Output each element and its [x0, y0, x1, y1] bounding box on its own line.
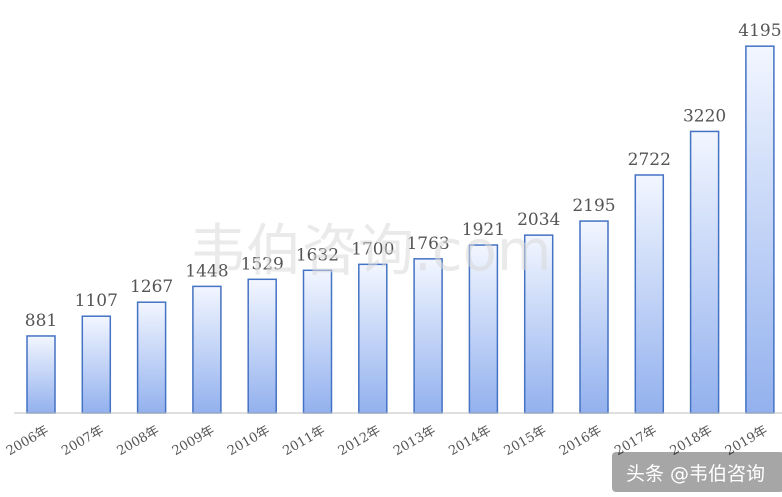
bar-2007年 [81, 315, 112, 414]
value-label: 881 [25, 311, 57, 331]
value-label: 1529 [241, 254, 284, 274]
bar-2011年 [302, 269, 333, 414]
x-tick-label: 2015年 [502, 423, 549, 459]
value-label: 1700 [351, 239, 394, 259]
value-label: 1921 [462, 220, 505, 240]
x-tick-label: 2010年 [225, 423, 272, 459]
x-tick-label: 2011年 [280, 423, 327, 459]
x-tick-label: 2016年 [557, 423, 604, 459]
bar-2008年 [136, 301, 167, 414]
x-tick-label: 2006年 [4, 423, 51, 459]
bar-2015年 [523, 234, 554, 414]
bar-2009年 [192, 285, 222, 414]
x-tick-label: 2013年 [391, 423, 438, 459]
x-tick-label: 2014年 [446, 423, 493, 459]
bar-2006年 [26, 335, 56, 414]
value-label: 2722 [628, 150, 671, 170]
badge-text: 头条 @韦伯咨询 [626, 463, 765, 485]
bar-2017年 [634, 174, 665, 414]
value-label: 1448 [185, 261, 228, 281]
bar-2010年 [247, 278, 277, 414]
bars-group [26, 45, 775, 414]
bar-2013年 [413, 258, 443, 414]
x-tick-label: 2012年 [336, 423, 383, 459]
x-tick-label: 2008年 [115, 423, 162, 459]
value-label: 1107 [75, 291, 118, 311]
value-label: 2195 [572, 196, 615, 216]
value-labels-group: 881 1107 1267 1448 1529 1632 1700 1763 1921 2034 2… [25, 21, 782, 331]
value-label: 3220 [683, 106, 726, 126]
value-label: 1632 [296, 245, 339, 265]
bar-2016年 [579, 220, 609, 414]
x-tick-label: 2009年 [170, 423, 217, 459]
value-label: 2034 [517, 210, 560, 230]
value-label: 1763 [406, 234, 449, 254]
x-tick-label: 2007年 [59, 423, 106, 459]
watermark: 韦伯咨询.com [190, 219, 551, 284]
bar-2019年 [745, 45, 775, 414]
bar-2018年 [689, 130, 720, 414]
source-badge: 头条 @韦伯咨询 [612, 452, 782, 492]
value-label: 4195 [738, 21, 781, 41]
bar-2012年 [358, 263, 388, 414]
value-label: 1267 [130, 277, 173, 297]
